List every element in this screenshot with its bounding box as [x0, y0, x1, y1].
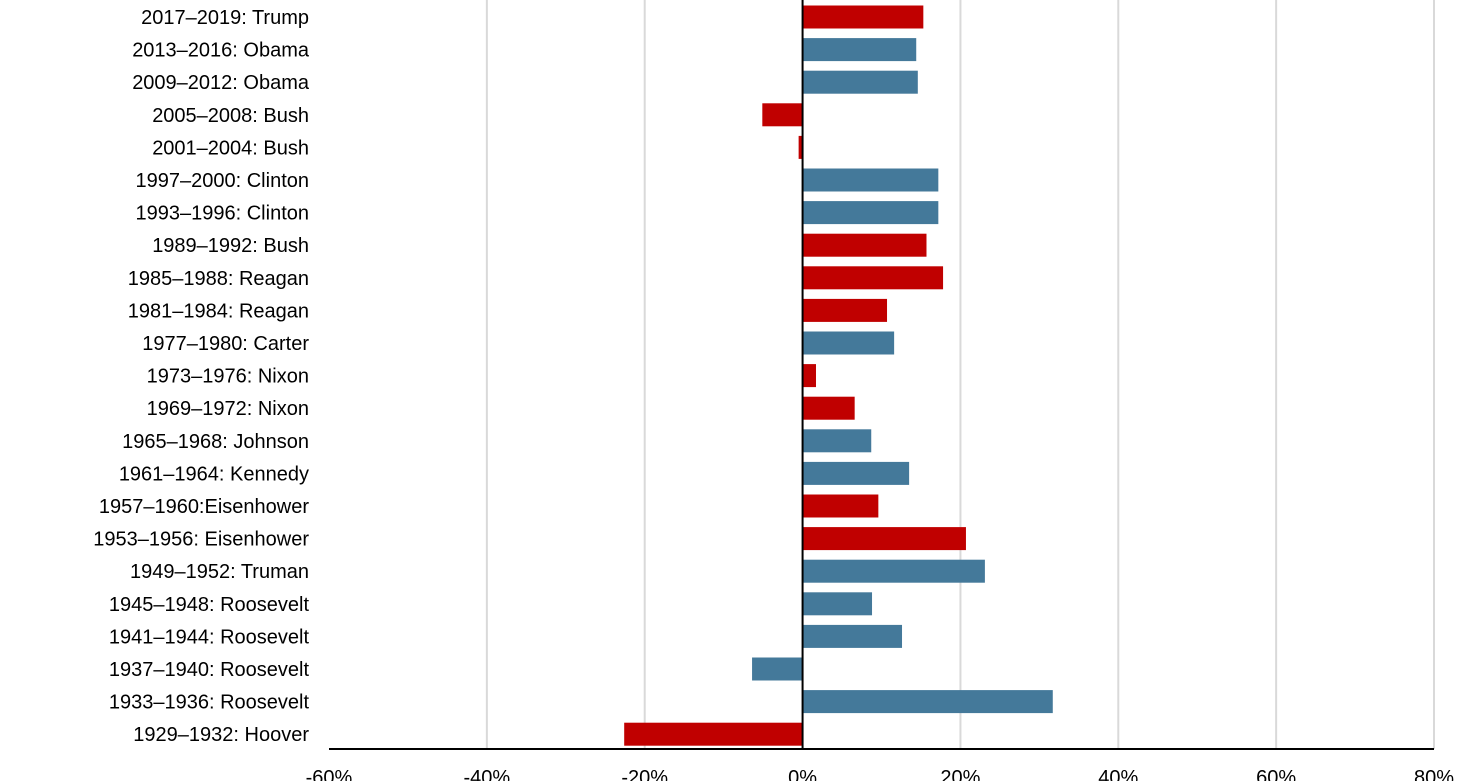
- bar: [802, 233, 927, 257]
- bar: [802, 429, 872, 453]
- category-label: 1993–1996: Clinton: [136, 203, 309, 225]
- category-label: 2005–2008: Bush: [152, 105, 309, 127]
- bar: [802, 559, 985, 583]
- gridlines: [485, 0, 1435, 749]
- category-label: 2001–2004: Bush: [152, 137, 309, 159]
- category-label: 1929–1932: Hoover: [133, 724, 309, 746]
- bar: [802, 38, 917, 62]
- x-tick-label: 80%: [1414, 767, 1454, 781]
- category-label: 1957–1960:Eisenhower: [99, 496, 310, 518]
- bar: [624, 722, 803, 746]
- bar: [802, 690, 1053, 714]
- x-tick-labels: -60% -40% -20% 0% 20% 40% 60% 80%: [306, 767, 1455, 781]
- category-label: 2009–2012: Obama: [132, 72, 310, 94]
- category-label: 1945–1948: Roosevelt: [109, 594, 310, 616]
- bar: [802, 592, 873, 616]
- bar: [762, 103, 803, 127]
- category-label: 1937–1940: Roosevelt: [109, 659, 310, 681]
- category-label: 1981–1984: Reagan: [128, 300, 309, 322]
- category-label: 1977–1980: Carter: [142, 333, 309, 355]
- category-label: 1961–1964: Kennedy: [119, 463, 309, 485]
- category-label: 1997–2000: Clinton: [136, 170, 309, 192]
- bar: [802, 70, 918, 94]
- x-tick-label: 40%: [1098, 767, 1138, 781]
- category-label: 1953–1956: Eisenhower: [93, 529, 309, 551]
- bar: [802, 396, 855, 420]
- category-label: 1985–1988: Reagan: [128, 268, 309, 290]
- x-tick-label: -20%: [621, 767, 668, 781]
- category-labels: 2017–2019: Trump 2013–2016: Obama 2009–201…: [93, 7, 310, 746]
- bar: [802, 168, 939, 192]
- category-label: 1949–1952: Truman: [130, 561, 309, 583]
- bar: [802, 624, 903, 648]
- bar: [802, 461, 910, 485]
- x-tick-label: 60%: [1256, 767, 1296, 781]
- bar: [802, 5, 924, 29]
- category-label: 1941–1944: Roosevelt: [109, 626, 310, 648]
- bar: [798, 135, 803, 159]
- category-label: 1965–1968: Johnson: [122, 431, 309, 453]
- bar: [802, 266, 944, 290]
- bar: [802, 331, 895, 355]
- category-label: 2013–2016: Obama: [132, 40, 310, 62]
- bar: [802, 527, 966, 551]
- category-label: 2017–2019: Trump: [141, 7, 309, 29]
- x-tick-label: -60%: [306, 767, 353, 781]
- bar: [802, 298, 888, 322]
- x-tick-label: -40%: [464, 767, 511, 781]
- bar: [752, 657, 803, 681]
- bar: [802, 364, 816, 388]
- category-label: 1933–1936: Roosevelt: [109, 692, 310, 714]
- category-label: 1973–1976: Nixon: [147, 366, 309, 388]
- bars: [624, 5, 1053, 746]
- category-label: 1969–1972: Nixon: [147, 398, 309, 420]
- category-label: 1989–1992: Bush: [152, 235, 309, 257]
- x-tick-label: 20%: [940, 767, 980, 781]
- x-tick-label: 0%: [788, 767, 817, 781]
- bar: [802, 201, 939, 225]
- bar: [802, 494, 879, 518]
